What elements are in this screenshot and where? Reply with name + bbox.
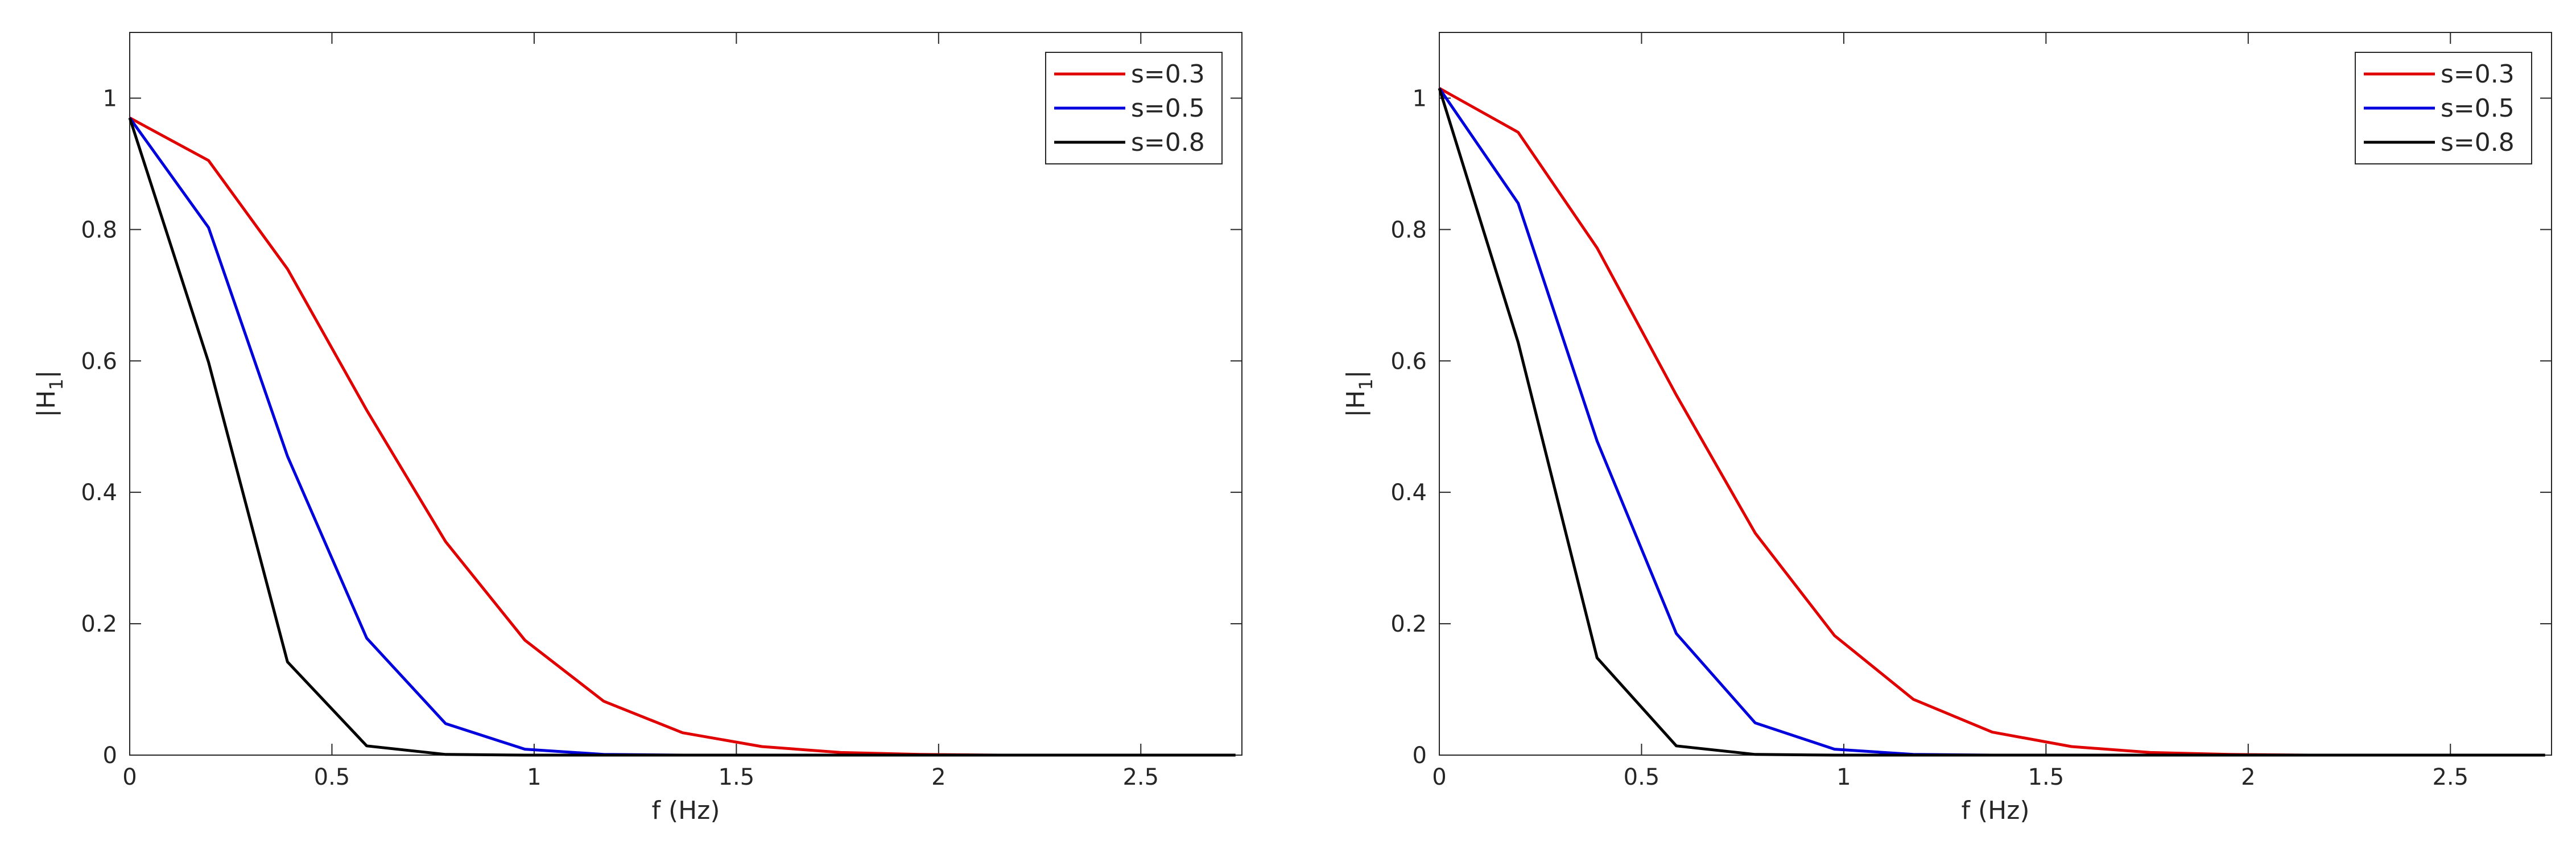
- legend: s=0.3 s=0.5 s=0.8: [1045, 52, 1223, 164]
- x-tick-label: 2: [931, 764, 946, 790]
- y-axis-label-main: |H: [32, 390, 61, 418]
- y-tick-label: 0.8: [1390, 217, 1427, 243]
- x-tick-label: 0: [1432, 764, 1446, 790]
- y-tick-label: 1: [103, 85, 117, 112]
- y-tick-label: 0.2: [1390, 611, 1427, 637]
- series-line-3: [1438, 88, 2545, 757]
- y-axis-label-suffix: |: [32, 370, 61, 378]
- x-tick-label: 2.5: [1122, 764, 1159, 790]
- y-tick-label: 0.6: [81, 348, 117, 374]
- x-tick-label: 1: [1836, 764, 1851, 790]
- chart-2: 0 0.5 1 1.5 2 2.500.20.40.60.81f (Hz)|H1|s=0.…: [1341, 32, 2552, 825]
- x-tick-label: 0.5: [314, 764, 350, 790]
- y-axis-label: |H1|: [32, 370, 67, 417]
- y-tick-label: 0: [103, 743, 117, 769]
- chart-1: 0 0.5 1 1.5 2 2.500.20.40.60.81f (Hz)|H1|s=0.…: [32, 32, 1242, 825]
- legend-label-3: s=0.8: [2441, 128, 2515, 157]
- y-axis-label-main: |H: [1341, 390, 1370, 418]
- series-line-3: [128, 117, 1236, 757]
- legend-label-2: s=0.5: [1131, 94, 1205, 123]
- y-tick-label: 0.4: [1390, 480, 1427, 506]
- y-tick-label: 0.8: [81, 217, 117, 243]
- y-tick-label: 0.6: [1390, 348, 1427, 374]
- x-tick-label: 2.5: [2432, 764, 2468, 790]
- x-tick-label: 2: [2241, 764, 2255, 790]
- x-tick-label: 0: [122, 764, 137, 790]
- y-axis-label: |H1|: [1341, 370, 1377, 417]
- y-tick-label: 0: [1413, 743, 1427, 769]
- x-axis-label: f (Hz): [1962, 796, 2030, 825]
- legend-label-2: s=0.5: [2441, 94, 2515, 123]
- x-tick-label: 1.5: [2028, 764, 2065, 790]
- y-axis-label-subscript: 1: [1355, 378, 1377, 390]
- legend-label-1: s=0.3: [2441, 60, 2515, 89]
- legend-label-3: s=0.8: [1131, 128, 1205, 157]
- y-axis-label-suffix: |: [1341, 370, 1370, 378]
- x-tick-label: 1.5: [719, 764, 755, 790]
- legend: s=0.3 s=0.5 s=0.8: [2355, 52, 2532, 164]
- y-tick-label: 1: [1413, 85, 1427, 112]
- x-axis-label: f (Hz): [652, 796, 720, 825]
- legend-label-1: s=0.3: [1131, 60, 1205, 89]
- y-tick-label: 0.2: [81, 611, 117, 637]
- x-tick-label: 0.5: [1624, 764, 1660, 790]
- x-tick-label: 1: [527, 764, 541, 790]
- y-tick-label: 0.4: [81, 480, 117, 506]
- y-axis-label-subscript: 1: [46, 378, 67, 390]
